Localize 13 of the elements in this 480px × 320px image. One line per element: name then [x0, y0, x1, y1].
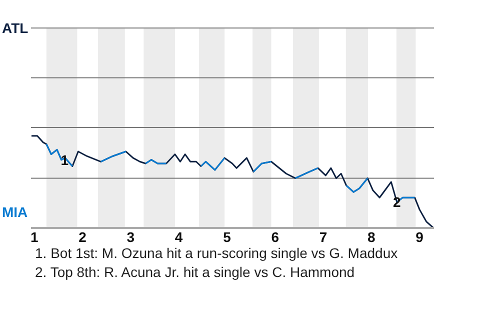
- x-tick-label: 1: [30, 228, 38, 245]
- x-tick-label: 6: [271, 228, 280, 245]
- x-tick-label: 3: [126, 228, 135, 245]
- x-tick-label: 4: [174, 228, 183, 245]
- x-tick-label: 2: [78, 228, 87, 245]
- x-tick-label: 5: [223, 228, 232, 245]
- x-tick-label: 7: [319, 228, 328, 245]
- text: MIA: [2, 204, 28, 220]
- x-tick-label: 8: [368, 228, 376, 245]
- text: 2. Top 8th: R. Acuna Jr. hit a single vs C. Hammond: [35, 263, 356, 282]
- text: ATL: [2, 20, 28, 36]
- text: 1. Bot 1st: M. Ozuna hit a run-scoring single vs G. Maddux: [35, 244, 399, 263]
- x-tick-label: 9: [416, 228, 424, 245]
